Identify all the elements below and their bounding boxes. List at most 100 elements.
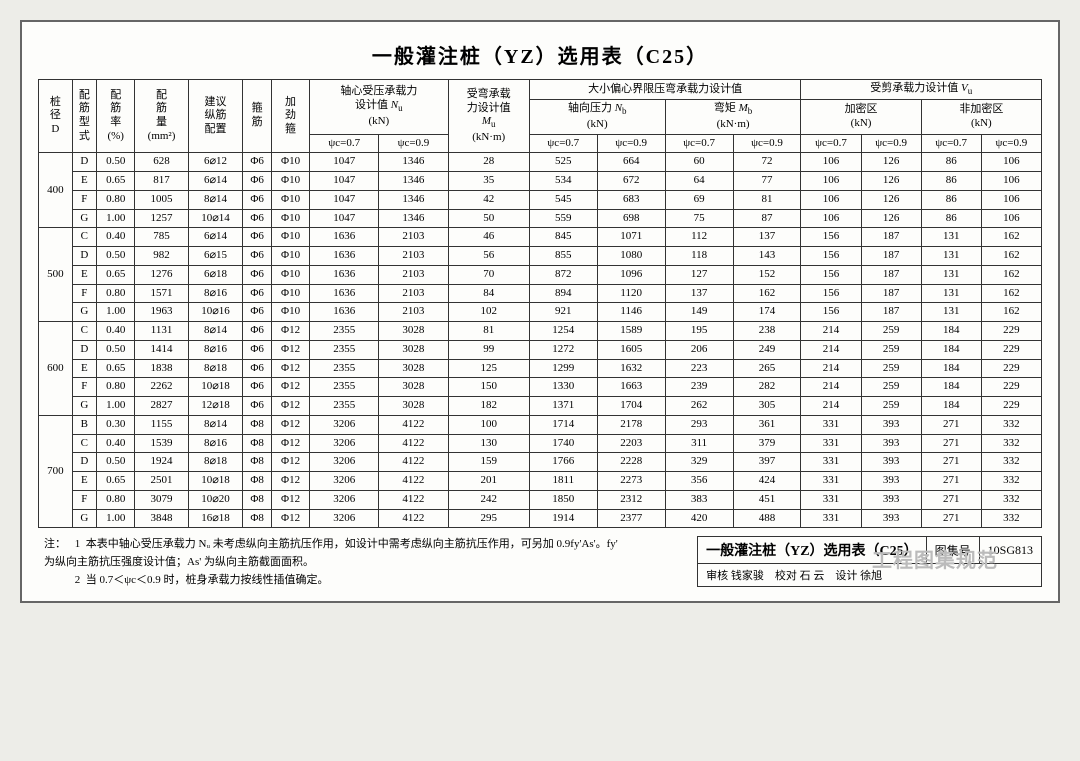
cell: 393 xyxy=(861,415,921,434)
cell: Φ12 xyxy=(271,453,309,472)
cell: 1924 xyxy=(135,453,188,472)
footer-title: 一般灌注桩（YZ）选用表（C25） xyxy=(698,537,927,564)
cell: 86 xyxy=(921,209,981,228)
cell: Φ10 xyxy=(271,228,309,247)
cell: 8⌀14 xyxy=(188,322,243,341)
cell: 259 xyxy=(861,322,921,341)
cell: 424 xyxy=(733,472,801,491)
th-psi: ψc=0.7 xyxy=(665,134,733,153)
cell: 201 xyxy=(448,472,529,491)
cell: 162 xyxy=(981,228,1041,247)
th-mb: 弯矩 Mb(kN·m) xyxy=(665,100,801,134)
cell: F xyxy=(72,490,96,509)
cell: 187 xyxy=(861,303,921,322)
cell: 383 xyxy=(665,490,733,509)
cell: 2103 xyxy=(379,303,448,322)
cell: 534 xyxy=(529,172,597,191)
cell: 182 xyxy=(448,397,529,416)
cell: 156 xyxy=(801,265,861,284)
cell: 249 xyxy=(733,340,801,359)
cell: Φ12 xyxy=(271,490,309,509)
cell: 229 xyxy=(981,397,1041,416)
cell: Φ10 xyxy=(271,247,309,266)
cell: 106 xyxy=(981,209,1041,228)
cell: 64 xyxy=(665,172,733,191)
cell: Φ6 xyxy=(243,322,272,341)
cell: 331 xyxy=(801,490,861,509)
cell: 332 xyxy=(981,509,1041,528)
cell: 10⌀14 xyxy=(188,209,243,228)
cell: Φ8 xyxy=(243,509,272,528)
cell: 0.50 xyxy=(96,153,134,172)
table-row: G1.00384816⌀18Φ8Φ12320641222951914237742… xyxy=(39,509,1042,528)
table-head: 桩径D 配筋型式 配筋率(%) 配筋量(mm²) 建议纵筋配置 箍筋 加劲箍 轴… xyxy=(39,80,1042,153)
cell: 393 xyxy=(861,490,921,509)
cell: 2355 xyxy=(310,397,379,416)
cell: 87 xyxy=(733,209,801,228)
cell: 1.00 xyxy=(96,397,134,416)
table-row: 600C0.4011318⌀14Φ6Φ122355302881125415891… xyxy=(39,322,1042,341)
cell: 332 xyxy=(981,453,1041,472)
cell: C xyxy=(72,322,96,341)
cell: 152 xyxy=(733,265,801,284)
cell: E xyxy=(72,172,96,191)
cell: 2827 xyxy=(135,397,188,416)
cell: 1120 xyxy=(597,284,665,303)
cell: 112 xyxy=(665,228,733,247)
cell: 106 xyxy=(801,172,861,191)
cell: 2103 xyxy=(379,265,448,284)
cell: 2262 xyxy=(135,378,188,397)
cell: Φ6 xyxy=(243,397,272,416)
cell: 4122 xyxy=(379,472,448,491)
table-row: F0.80226210⌀18Φ6Φ12235530281501330166323… xyxy=(39,378,1042,397)
cell: 3028 xyxy=(379,359,448,378)
cell: 3848 xyxy=(135,509,188,528)
cell: 137 xyxy=(665,284,733,303)
cell: Φ10 xyxy=(271,190,309,209)
note-text: 当 0.7＜ψc＜0.9 时，桩身承载力按线性插值确定。 xyxy=(86,574,329,586)
table-row: 500C0.407856⌀14Φ6Φ1016362103468451071112… xyxy=(39,228,1042,247)
cell: 1005 xyxy=(135,190,188,209)
cell: 184 xyxy=(921,378,981,397)
cell: F xyxy=(72,190,96,209)
cell: 70 xyxy=(448,265,529,284)
cell: 2203 xyxy=(597,434,665,453)
cell: 2103 xyxy=(379,284,448,303)
cell: 99 xyxy=(448,340,529,359)
cell: 356 xyxy=(665,472,733,491)
cell: 10⌀18 xyxy=(188,378,243,397)
cell: 1539 xyxy=(135,434,188,453)
table-row: D0.509826⌀15Φ6Φ1016362103568551080118143… xyxy=(39,247,1042,266)
cell: 1047 xyxy=(310,190,379,209)
cell: 331 xyxy=(801,415,861,434)
cell: Φ12 xyxy=(271,397,309,416)
cell: 126 xyxy=(861,209,921,228)
cell: 3028 xyxy=(379,397,448,416)
cell: Φ6 xyxy=(243,265,272,284)
cell: Φ6 xyxy=(243,228,272,247)
footer-atlas-label: 图集号 xyxy=(926,537,979,564)
table-row: D0.5019248⌀18Φ8Φ123206412215917662228329… xyxy=(39,453,1042,472)
cell: 545 xyxy=(529,190,597,209)
cell: 162 xyxy=(981,247,1041,266)
cell: 332 xyxy=(981,415,1041,434)
cell: 1850 xyxy=(529,490,597,509)
cell: 0.40 xyxy=(96,434,134,453)
th-suggest: 建议纵筋配置 xyxy=(188,80,243,153)
cell: 150 xyxy=(448,378,529,397)
th-psi: ψc=0.9 xyxy=(733,134,801,153)
cell: 1636 xyxy=(310,265,379,284)
cell: 50 xyxy=(448,209,529,228)
cell: 271 xyxy=(921,509,981,528)
th-diam: 桩径D xyxy=(39,80,73,153)
cell: 1714 xyxy=(529,415,597,434)
cell: Φ12 xyxy=(271,472,309,491)
cell: E xyxy=(72,472,96,491)
cell: 162 xyxy=(733,284,801,303)
th-dense: 加密区(kN) xyxy=(801,100,921,134)
cell: B xyxy=(72,415,96,434)
cell: 10⌀18 xyxy=(188,472,243,491)
th-psi: ψc=0.9 xyxy=(861,134,921,153)
cell: E xyxy=(72,265,96,284)
cell: 8⌀18 xyxy=(188,453,243,472)
